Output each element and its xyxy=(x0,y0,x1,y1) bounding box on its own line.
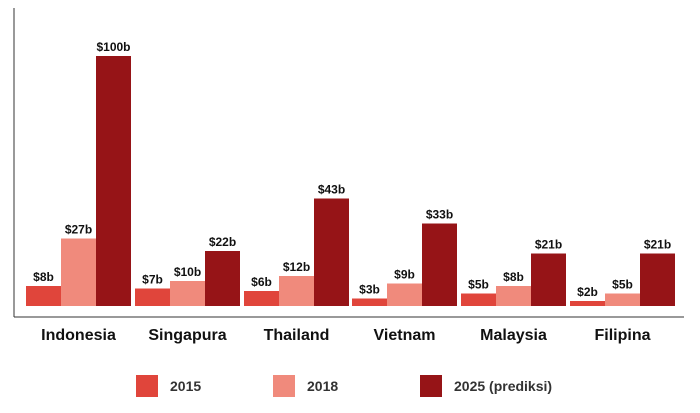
value-label-vietnam-2025: $33b xyxy=(426,208,453,222)
bar-malaysia-2025 xyxy=(531,253,566,306)
category-label-malaysia: Malaysia xyxy=(480,327,547,344)
bar-vietnam-2015 xyxy=(352,298,387,306)
value-labels-group: $8b $27b $100b $7b $10b $22b $6b $12b $43b $3b $9b… xyxy=(33,40,671,299)
category-labels-group: Indonesia Singapura Thailand Vietnam Malaysi… xyxy=(41,327,650,344)
bar-vietnam-2018 xyxy=(387,283,422,306)
value-label-thailand-2025: $43b xyxy=(318,183,345,197)
value-label-vietnam-2018: $9b xyxy=(394,268,415,282)
category-label-vietnam: Vietnam xyxy=(374,327,436,344)
bar-filipina-2025 xyxy=(640,253,675,306)
value-label-filipina-2018: $5b xyxy=(612,278,633,292)
value-label-indonesia-2018: $27b xyxy=(65,223,92,237)
bar-vietnam-2025 xyxy=(422,223,457,306)
bar-thailand-2018 xyxy=(279,276,314,306)
legend: 2015 2018 2025 (prediksi) xyxy=(136,375,552,397)
bar-thailand-2015 xyxy=(244,291,279,306)
bar-malaysia-2015 xyxy=(461,293,496,306)
value-label-singapura-2015: $7b xyxy=(142,273,163,287)
value-label-malaysia-2015: $5b xyxy=(468,278,489,292)
bar-singapura-2018 xyxy=(170,281,205,306)
legend-swatch-2015 xyxy=(136,375,158,397)
value-label-vietnam-2015: $3b xyxy=(359,283,380,297)
bar-thailand-2025 xyxy=(314,198,349,306)
legend-label-2025: 2025 (prediksi) xyxy=(454,378,552,394)
value-label-filipina-2025: $21b xyxy=(644,238,671,252)
value-label-indonesia-2025: $100b xyxy=(96,40,130,54)
value-label-malaysia-2018: $8b xyxy=(503,270,524,284)
value-label-thailand-2015: $6b xyxy=(251,275,272,289)
bar-singapura-2025 xyxy=(205,251,240,306)
legend-label-2015: 2015 xyxy=(170,378,201,394)
value-label-filipina-2015: $2b xyxy=(577,285,598,299)
legend-swatch-2025 xyxy=(420,375,442,397)
bar-indonesia-2025 xyxy=(96,56,131,306)
category-label-thailand: Thailand xyxy=(264,327,330,344)
value-label-thailand-2018: $12b xyxy=(283,260,310,274)
value-label-singapura-2025: $22b xyxy=(209,235,236,249)
bar-filipina-2015 xyxy=(570,301,605,306)
bars-group xyxy=(26,56,675,306)
value-label-singapura-2018: $10b xyxy=(174,265,201,279)
bar-indonesia-2018 xyxy=(61,238,96,306)
legend-label-2018: 2018 xyxy=(307,378,338,394)
value-label-indonesia-2015: $8b xyxy=(33,270,54,284)
bar-malaysia-2018 xyxy=(496,286,531,306)
category-label-indonesia: Indonesia xyxy=(41,327,116,344)
bar-singapura-2015 xyxy=(135,288,170,306)
category-label-filipina: Filipina xyxy=(595,327,651,344)
bar-indonesia-2015 xyxy=(26,286,61,306)
bar-filipina-2018 xyxy=(605,293,640,306)
category-label-singapura: Singapura xyxy=(148,327,226,344)
value-label-malaysia-2025: $21b xyxy=(535,238,562,252)
legend-swatch-2018 xyxy=(273,375,295,397)
